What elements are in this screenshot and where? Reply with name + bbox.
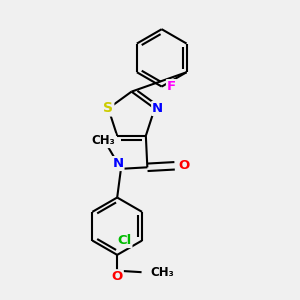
Text: Cl: Cl: [117, 234, 131, 247]
Text: N: N: [152, 102, 163, 115]
Text: N: N: [112, 157, 124, 170]
Text: O: O: [112, 270, 123, 283]
Text: CH₃: CH₃: [91, 134, 115, 147]
Text: S: S: [103, 101, 113, 116]
Text: F: F: [167, 80, 176, 93]
Text: CH₃: CH₃: [151, 266, 174, 279]
Text: O: O: [178, 159, 189, 172]
